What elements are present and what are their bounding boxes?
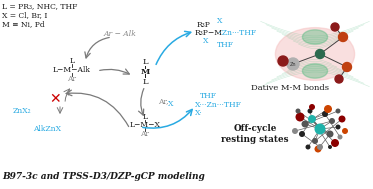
Circle shape bbox=[317, 144, 323, 150]
Circle shape bbox=[299, 131, 305, 137]
Text: L: L bbox=[69, 57, 75, 65]
Text: L−M−X: L−M−X bbox=[129, 121, 160, 129]
Circle shape bbox=[301, 121, 308, 128]
Text: Ar − Alk: Ar − Alk bbox=[104, 30, 137, 38]
Text: M ≡ Ni, Pd: M ≡ Ni, Pd bbox=[2, 20, 45, 28]
Text: L: L bbox=[142, 58, 148, 66]
Text: ··Zn···THF: ··Zn···THF bbox=[217, 29, 256, 37]
Circle shape bbox=[309, 104, 315, 110]
Text: X: X bbox=[168, 100, 173, 108]
Text: THF: THF bbox=[200, 92, 217, 100]
Circle shape bbox=[308, 115, 316, 123]
Text: Off-cycle
resting states: Off-cycle resting states bbox=[221, 124, 289, 144]
Circle shape bbox=[339, 33, 348, 42]
Circle shape bbox=[287, 58, 299, 70]
Circle shape bbox=[292, 128, 298, 134]
Circle shape bbox=[295, 108, 301, 114]
Text: Ar,: Ar, bbox=[158, 97, 169, 105]
Circle shape bbox=[312, 138, 318, 144]
Text: ✕: ✕ bbox=[49, 92, 61, 106]
Text: X: X bbox=[203, 37, 209, 45]
Circle shape bbox=[342, 63, 351, 71]
Text: L: L bbox=[142, 113, 147, 121]
Text: R₃P: R₃P bbox=[197, 21, 211, 29]
Polygon shape bbox=[303, 30, 327, 44]
Text: L = PR₃, NHC, THF: L = PR₃, NHC, THF bbox=[2, 2, 77, 10]
Circle shape bbox=[331, 139, 339, 147]
Text: B97-3c and TPSS-D3/DZP-gCP modeling: B97-3c and TPSS-D3/DZP-gCP modeling bbox=[2, 172, 205, 181]
Circle shape bbox=[328, 145, 332, 149]
Circle shape bbox=[314, 146, 322, 153]
Text: R₃P−M: R₃P−M bbox=[195, 29, 223, 37]
Ellipse shape bbox=[275, 28, 355, 80]
Circle shape bbox=[335, 108, 341, 114]
Circle shape bbox=[316, 50, 325, 59]
Text: X = Cl, Br, I: X = Cl, Br, I bbox=[2, 11, 47, 19]
Text: THF: THF bbox=[217, 41, 234, 49]
Circle shape bbox=[324, 105, 332, 113]
Text: Zn: Zn bbox=[290, 61, 296, 67]
Circle shape bbox=[314, 123, 326, 135]
Text: Ar: Ar bbox=[141, 130, 150, 138]
Circle shape bbox=[305, 145, 310, 149]
Circle shape bbox=[331, 23, 339, 31]
Text: X·: X· bbox=[195, 109, 203, 117]
Polygon shape bbox=[303, 64, 327, 78]
Circle shape bbox=[326, 130, 333, 138]
Text: L−M−Alk: L−M−Alk bbox=[53, 66, 91, 74]
Circle shape bbox=[329, 118, 335, 124]
Circle shape bbox=[335, 125, 341, 129]
Text: ZnX₂: ZnX₂ bbox=[13, 107, 31, 115]
Text: X···Zn···THF: X···Zn···THF bbox=[195, 101, 242, 109]
Circle shape bbox=[322, 111, 328, 117]
Text: Ar: Ar bbox=[68, 75, 76, 83]
Text: X: X bbox=[217, 17, 222, 25]
Text: Dative M-M bonds: Dative M-M bonds bbox=[251, 84, 329, 92]
Circle shape bbox=[339, 115, 345, 122]
Text: AlkZnX: AlkZnX bbox=[33, 125, 61, 133]
Circle shape bbox=[335, 75, 343, 83]
Text: M: M bbox=[140, 68, 150, 76]
Circle shape bbox=[278, 56, 288, 66]
Circle shape bbox=[295, 112, 304, 122]
Circle shape bbox=[342, 128, 348, 134]
Circle shape bbox=[338, 135, 342, 139]
Circle shape bbox=[307, 108, 313, 114]
Text: L: L bbox=[142, 78, 148, 86]
